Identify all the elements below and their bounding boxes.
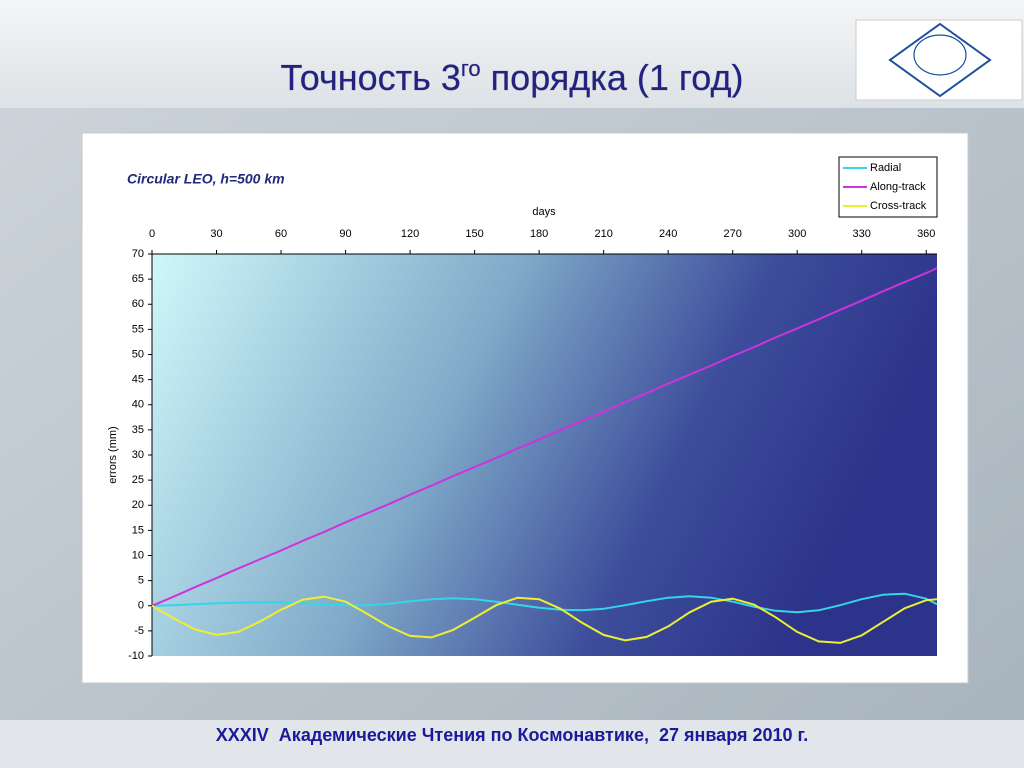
series-line	[151, 595, 938, 644]
x-axis-label: days	[532, 206, 556, 218]
y-tick-label: 15	[132, 524, 144, 536]
y-tick-label: 70	[132, 248, 144, 260]
title-superscript: го	[461, 56, 481, 81]
legend-label: Along-track	[870, 181, 926, 193]
y-tick-label: 0	[138, 600, 144, 612]
x-tick-label: 330	[853, 228, 871, 240]
y-tick-label: 55	[132, 323, 144, 335]
x-tick-label: 90	[339, 228, 351, 240]
title-part: Точность 3	[281, 57, 461, 98]
x-tick-label: 120	[401, 228, 419, 240]
x-tick-label: 210	[594, 228, 612, 240]
x-tick-label: 60	[275, 228, 287, 240]
x-tick-label: 300	[788, 228, 806, 240]
legend-label: Radial	[870, 162, 901, 174]
y-tick-label: 25	[132, 474, 144, 486]
x-tick-label: 360	[917, 228, 935, 240]
y-tick-label: 5	[138, 575, 144, 587]
y-tick-label: 30	[132, 449, 144, 461]
title-band	[0, 0, 1024, 108]
series-line	[151, 592, 938, 614]
y-tick-label: 50	[132, 348, 144, 360]
series-line	[151, 267, 938, 607]
chart-title: Circular LEO, h=500 km	[127, 171, 285, 187]
x-tick-label: 30	[210, 228, 222, 240]
y-tick-label: 65	[132, 273, 144, 285]
title-part: порядка (1 год)	[481, 57, 744, 98]
y-tick-label: 45	[132, 374, 144, 386]
y-tick-label: -5	[134, 625, 144, 637]
legend-label: Cross-track	[870, 200, 927, 212]
y-tick-label: -10	[128, 650, 144, 662]
slide-title: Точность 3го порядка (1 год)	[281, 56, 744, 98]
logo	[855, 19, 1023, 101]
y-axis-label: errors (mm)	[107, 426, 119, 483]
footer-text: XXXIV Академические Чтения по Космонавти…	[216, 725, 808, 745]
x-tick-label: 150	[465, 228, 483, 240]
y-tick-label: 10	[132, 549, 144, 561]
x-tick-label: 180	[530, 228, 548, 240]
plot-area	[152, 254, 937, 656]
x-tick-label: 270	[724, 228, 742, 240]
x-tick-label: 0	[149, 228, 155, 240]
y-tick-label: 20	[132, 499, 144, 511]
footer-band	[0, 720, 1024, 768]
y-tick-label: 60	[132, 298, 144, 310]
y-tick-label: 40	[132, 399, 144, 411]
x-tick-label: 240	[659, 228, 677, 240]
y-tick-label: 35	[132, 424, 144, 436]
